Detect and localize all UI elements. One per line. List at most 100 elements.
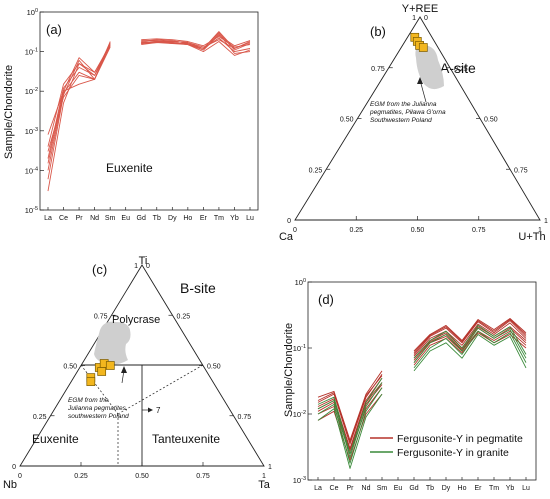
ternary-tick-label: 0.25	[309, 167, 323, 174]
panel-c-field-tanteuxenite: Tanteuxenite	[152, 432, 220, 446]
panel-a-label: (a)	[46, 22, 62, 37]
xtick-label: Er	[200, 215, 208, 222]
panel-a-yticks: 10-5 10-4 10-3 10-2 10-1 100	[25, 8, 44, 215]
ternary-tick-label: 1	[262, 473, 266, 480]
ternary-tick-label: 0	[12, 464, 16, 471]
panel-c-annotation-3: southwestern Poland	[68, 413, 129, 420]
panel-b-annotation-3: Southwestern Poland	[370, 117, 432, 124]
ytick-label: 10-3	[25, 127, 38, 136]
ternary-tick-label: 0.75	[472, 227, 486, 234]
ternary-tick-label: 0.50	[484, 117, 498, 124]
series-line-10	[317, 334, 527, 469]
ternary-tick-label: 0.75	[196, 473, 210, 480]
xtick-label: Ho	[183, 215, 192, 222]
panel-d-xticks: La Ce Pr Nd Sm Eu Gd Tb Dy Ho Er Tm Yb Lu	[314, 477, 530, 492]
panel-c-arrowhead	[121, 366, 127, 373]
series-line-2	[47, 37, 251, 171]
xtick-label: Lu	[246, 215, 254, 222]
panel-c-annotation-1: EGM from the	[68, 397, 109, 404]
panel-b-annotation-2: pegmatites, Piława G'orna	[369, 109, 446, 116]
ytick-label: 10-3	[293, 476, 306, 485]
panel-d-legend-granite: Fergusonite-Y in granite	[397, 447, 509, 459]
data-point-5	[86, 377, 96, 386]
ytick-label: 10-5	[25, 206, 38, 215]
ternary-tick-label: 1	[538, 227, 542, 234]
series-line-5	[317, 322, 527, 449]
ternary-tick-label: 0	[146, 263, 150, 270]
xtick-label: Tm	[214, 215, 224, 222]
panel-d-ylabel: Sample/Chondorite	[283, 323, 295, 417]
series-line-1	[317, 320, 527, 445]
ternary-tick-label: 0.50	[411, 227, 425, 234]
panel-b-vertex-right: U+Th	[518, 231, 545, 243]
ternary-tick-label: 0.50	[135, 473, 149, 480]
panel-b-egm-field	[415, 45, 444, 90]
ternary-tick-label: 0.50	[207, 364, 221, 371]
data-point-2	[97, 367, 107, 376]
panel-a-frame	[39, 11, 259, 211]
ternary-tick-label: 0.75	[514, 167, 528, 174]
ytick-label: 10-1	[25, 48, 38, 57]
series-line-6	[47, 36, 251, 152]
series-line-9	[317, 327, 527, 458]
xtick-label: Gd	[137, 215, 146, 222]
panel-c-field-polycrase: Polycrase	[112, 314, 160, 326]
xtick-label: Eu	[394, 485, 403, 492]
panel-c-polycrase-field	[94, 321, 131, 365]
panel-d-series	[317, 318, 527, 469]
panel-a-annotation: Euxenite	[106, 161, 153, 175]
xtick-label: Eu	[121, 215, 130, 222]
panel-d-yticks: 10-3 10-2 10-1 100	[293, 278, 312, 485]
xtick-label: Gd	[409, 485, 418, 492]
series-line-4	[47, 33, 251, 147]
panel-c-vertex-top: Ti	[139, 255, 148, 267]
xtick-label: Pr	[347, 485, 355, 492]
ternary-tick-label: 0.25	[349, 227, 363, 234]
panel-c-dotted-2	[117, 364, 204, 415]
panel-c-vertex-left: Nb	[3, 479, 17, 491]
panel-b-annotation-1: EGM from the Julianna	[370, 101, 437, 108]
xtick-label: Dy	[168, 215, 177, 222]
ternary-tick-label: 0	[18, 473, 22, 480]
series-line-7	[47, 31, 251, 164]
xtick-label: Tb	[426, 485, 434, 492]
xtick-label: Tm	[489, 485, 499, 492]
ternary-tick-label: 1	[134, 263, 138, 270]
ternary-tick-label: 0	[287, 218, 291, 225]
ternary-tick-label: 0	[424, 15, 428, 22]
panel-b-arrowhead	[417, 77, 423, 84]
panel-c-points	[86, 359, 115, 386]
panel-c-arrow-7-head	[148, 407, 153, 413]
panel-c-ternary: (c) B-site Ti Nb Ta Polycrase Euxenite T…	[3, 255, 272, 491]
xtick-label: Yb	[506, 485, 515, 492]
series-line-8	[317, 330, 527, 464]
panel-c-label: (c)	[92, 262, 107, 277]
panel-b-points	[410, 32, 428, 52]
panel-d-label: (d)	[318, 292, 334, 307]
panel-d-legend-pegmatite: Fergusonite-Y in pegmatite	[397, 433, 523, 445]
series-line-5	[47, 41, 251, 135]
ternary-tick-label: 0.25	[454, 66, 468, 73]
ytick-label: 10-4	[25, 166, 38, 175]
panel-c-vertex-right: Ta	[258, 479, 271, 491]
xtick-label: Ce	[59, 215, 68, 222]
ternary-tick-label: 0.75	[238, 414, 252, 421]
panel-a-ylabel: Sample/Chondorite	[3, 65, 15, 159]
panel-b-vertex-top: Y+REE	[402, 3, 438, 15]
ternary-tick-label: 0.25	[177, 313, 191, 320]
series-line-3	[47, 39, 251, 159]
xtick-label: Tb	[153, 215, 161, 222]
xtick-label: Ho	[458, 485, 467, 492]
xtick-label: Ce	[330, 485, 339, 492]
ternary-tick-label: 1	[544, 218, 548, 225]
xtick-label: Dy	[442, 485, 451, 492]
xtick-label: Er	[475, 485, 483, 492]
ytick-label: 10-2	[293, 410, 306, 419]
ternary-tick-label: 0.75	[94, 313, 108, 320]
ytick-label: 10-2	[25, 87, 38, 96]
ternary-tick-label: 0.50	[340, 117, 354, 124]
panel-c-arrow-label: 7	[156, 406, 161, 415]
